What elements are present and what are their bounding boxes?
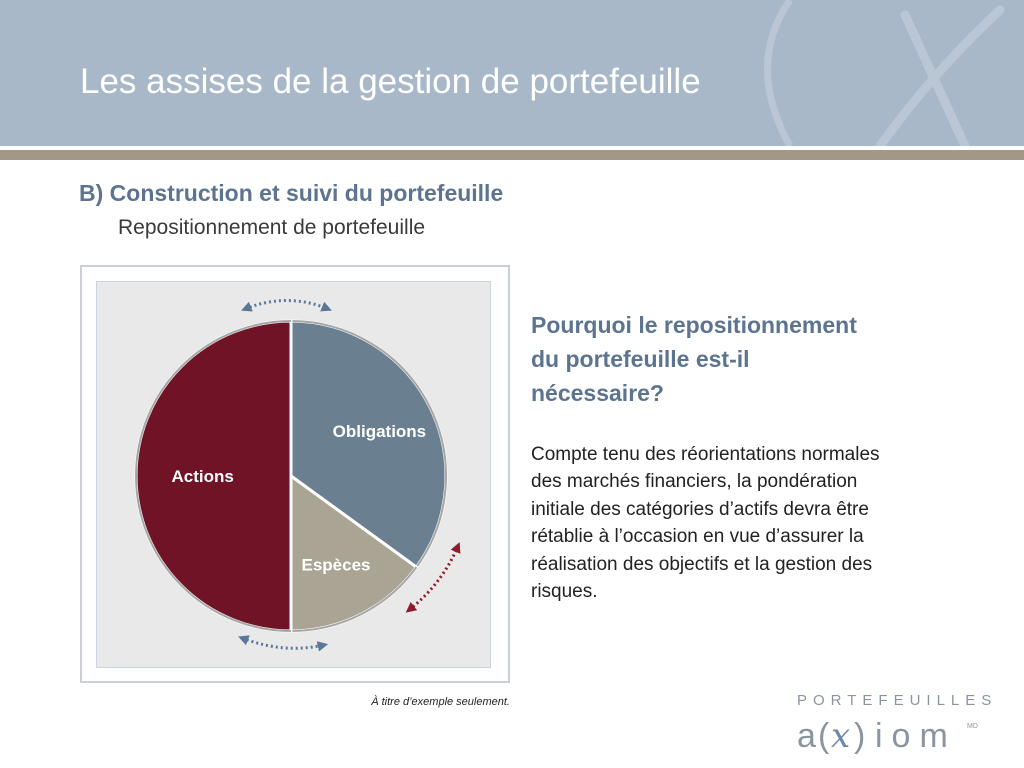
axiom-logo: a ( x ) iom MD (797, 716, 978, 756)
logo-tagline: PORTEFEUILLES (797, 692, 998, 709)
header-band: Les assises de la gestion de portefeuill… (0, 0, 1024, 146)
why-rebalance-body: Compte tenu des réorientations normales … (531, 444, 880, 603)
pie-slice-actions (134, 319, 293, 633)
section-subtitle: Repositionnement de portefeuille (118, 216, 426, 239)
pie-slice-edge (290, 320, 447, 568)
illustrative-note: À titre d’exemple seulement. (371, 696, 510, 708)
pie-slice-obligations (289, 319, 448, 570)
logo-paren-open: ( (818, 717, 830, 755)
pie-slice-edge (135, 320, 292, 632)
pie-label: Actions (172, 467, 234, 486)
rebalance-arrow-top (241, 299, 332, 312)
section-title: B) Construction et suivi du portefeuille (79, 180, 504, 206)
pie-slice-edge (290, 566, 418, 632)
rebalance-arrow-right (405, 542, 461, 613)
logo-x: x (831, 716, 850, 756)
header-accent-bar (0, 150, 1024, 160)
x-parenthesis-icon (764, 0, 1005, 146)
header-divider (0, 146, 1024, 150)
logo-trademark: MD (967, 723, 978, 730)
pie-label: Obligations (333, 422, 427, 441)
page-title: Les assises de la gestion de portefeuill… (80, 62, 701, 101)
logo-wordmark-a: a (797, 717, 816, 755)
pie-label: Espèces (302, 555, 371, 574)
logo-wordmark-iom: iom (875, 717, 957, 755)
logo-paren-close: ) (854, 717, 865, 755)
rebalance-arrow-bottom (238, 635, 329, 652)
why-rebalance-heading: Pourquoi le repositionnement du portefeu… (531, 312, 857, 406)
